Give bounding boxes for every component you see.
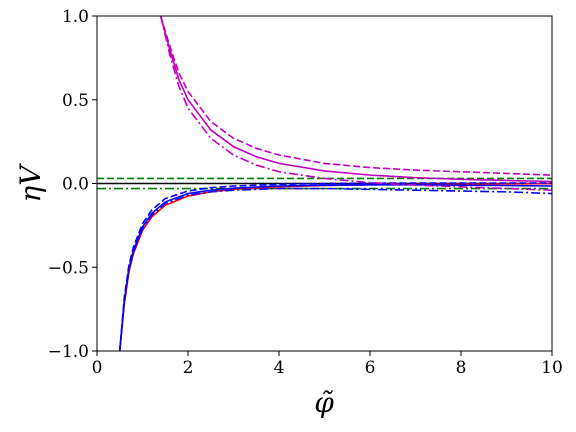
- x-tick-label: 10: [541, 358, 563, 378]
- series-line: [118, 182, 552, 351]
- x-axis-label: φ̃: [314, 386, 334, 419]
- series-line: [118, 184, 552, 351]
- series-line: [159, 16, 552, 176]
- x-tick-label: 0: [92, 358, 103, 378]
- series-line: [118, 187, 552, 351]
- series-line: [159, 16, 552, 183]
- x-tick-label: 6: [365, 358, 376, 378]
- y-axis-label: ηV: [14, 163, 47, 203]
- x-tick-label: 4: [274, 358, 285, 378]
- y-tick-label: 0.0: [62, 175, 89, 195]
- x-tick-label: 8: [456, 358, 467, 378]
- y-tick-label: 0.5: [62, 91, 89, 111]
- y-tick-label: −1.0: [48, 342, 89, 362]
- y-tick-label: −0.5: [48, 258, 89, 278]
- x-tick-label: 2: [183, 358, 194, 378]
- plot-area: [97, 16, 552, 351]
- series-line: [118, 182, 552, 351]
- series-line: [159, 16, 552, 191]
- y-tick-label: 1.0: [62, 7, 89, 27]
